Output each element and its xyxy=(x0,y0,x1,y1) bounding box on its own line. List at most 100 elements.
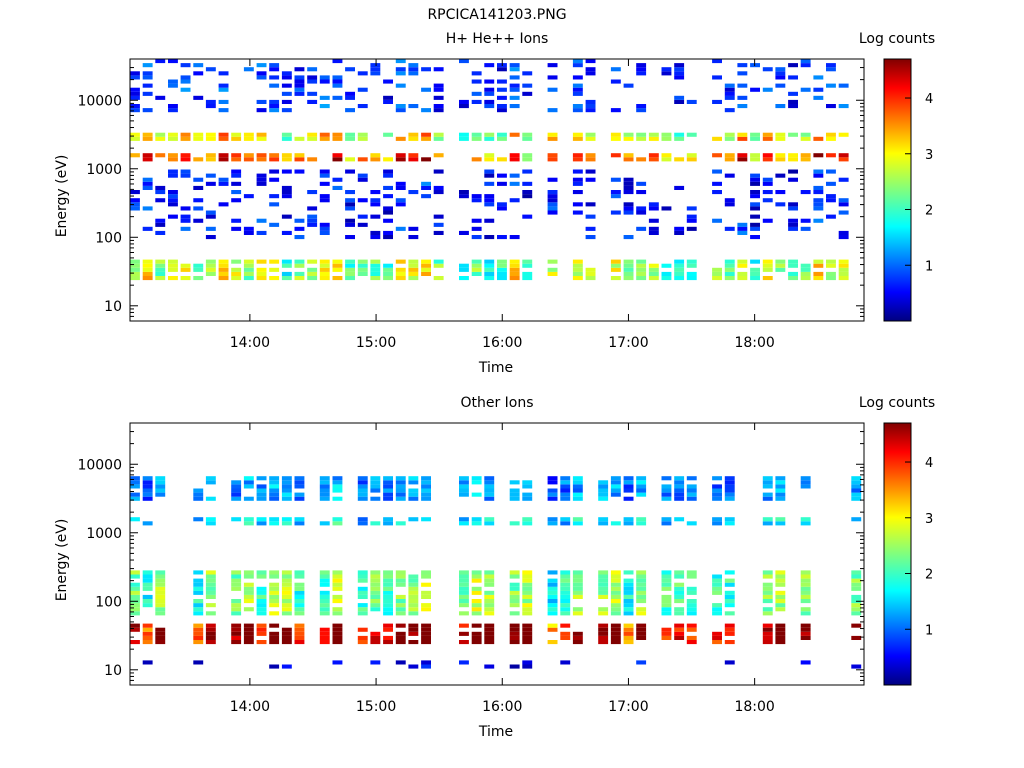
heatmap-cell xyxy=(497,267,507,272)
heatmap-cell xyxy=(610,210,621,215)
heatmap-cell xyxy=(357,517,368,522)
heatmap-cell xyxy=(231,517,242,522)
heatmap-cell xyxy=(294,635,305,640)
heatmap-cell xyxy=(155,631,166,636)
heatmap-cell xyxy=(269,153,280,158)
heatmap-cell xyxy=(497,67,507,72)
heatmap-cell xyxy=(686,276,697,281)
heatmap-cell xyxy=(623,181,634,186)
heatmap-cell xyxy=(168,214,178,219)
heatmap-cell xyxy=(737,230,748,235)
heatmap-cell xyxy=(281,664,292,669)
heatmap-cell xyxy=(750,173,760,178)
heatmap-cell xyxy=(497,271,507,276)
heatmap-cell xyxy=(395,635,406,640)
heatmap-cell xyxy=(686,484,697,489)
heatmap-cell xyxy=(256,173,267,178)
heatmap-cell xyxy=(433,259,444,264)
heatmap-cell xyxy=(357,259,368,264)
heatmap-cells xyxy=(130,476,862,669)
heatmap-cell xyxy=(775,492,786,497)
heatmap-cell xyxy=(623,153,634,158)
heatmap-cell xyxy=(661,594,672,599)
heatmap-cell xyxy=(345,202,355,207)
heatmap-cell xyxy=(205,603,216,608)
heatmap-cell xyxy=(471,570,482,575)
heatmap-cell xyxy=(319,226,330,231)
heatmap-cell xyxy=(686,603,697,608)
heatmap-cell xyxy=(623,83,634,88)
heatmap-cell xyxy=(269,492,280,497)
heatmap-cell xyxy=(484,63,495,68)
heatmap-cell xyxy=(509,153,520,158)
heatmap-cell xyxy=(585,202,596,207)
heatmap-cell xyxy=(471,91,482,96)
heatmap-cell xyxy=(674,484,685,489)
heatmap-cell xyxy=(775,202,786,207)
heatmap-cell xyxy=(383,79,393,84)
colorbar-label: Log counts xyxy=(859,395,935,411)
heatmap-cell xyxy=(205,104,216,109)
heatmap-cell xyxy=(750,206,760,211)
heatmap-cell xyxy=(623,635,634,640)
heatmap-cell xyxy=(623,521,634,526)
heatmap-cell xyxy=(383,484,393,489)
heatmap-cell xyxy=(598,611,609,616)
heatmap-cell xyxy=(281,83,292,88)
heatmap-cell xyxy=(395,607,406,612)
heatmap-cell xyxy=(826,132,836,137)
heatmap-cell xyxy=(522,599,533,604)
heatmap-cell xyxy=(623,570,634,575)
heatmap-cell xyxy=(750,235,760,240)
heatmap-cell xyxy=(193,599,204,604)
heatmap-cell xyxy=(421,194,431,199)
heatmap-cell xyxy=(471,218,482,223)
heatmap-cell xyxy=(193,631,204,636)
heatmap-cell xyxy=(332,599,343,604)
heatmap-cell xyxy=(168,276,178,281)
heatmap-cell xyxy=(813,202,824,207)
heatmap-cell xyxy=(332,136,343,141)
heatmap-cell xyxy=(319,267,330,272)
heatmap-cell xyxy=(459,132,469,137)
heatmap-cell xyxy=(256,611,267,616)
heatmap-cell xyxy=(674,488,685,493)
heatmap-cell xyxy=(231,635,242,640)
heatmap-cell xyxy=(408,267,419,272)
heatmap-cell xyxy=(636,259,647,264)
heatmap-cell xyxy=(383,271,393,276)
heatmap-cell xyxy=(408,586,419,591)
heatmap-cell xyxy=(724,83,735,88)
heatmap-cell xyxy=(408,594,419,599)
heatmap-cell xyxy=(370,635,381,640)
y-axis-label: Energy (eV) xyxy=(54,519,70,602)
heatmap-cell xyxy=(269,67,280,72)
heatmap-cell xyxy=(484,271,495,276)
heatmap-cell xyxy=(421,259,431,264)
heatmap-cell xyxy=(724,198,735,203)
heatmap-cell xyxy=(345,136,355,141)
heatmap-cell xyxy=(471,194,482,199)
heatmap-cell xyxy=(319,259,330,264)
heatmap-cell xyxy=(357,132,368,137)
heatmap-cell xyxy=(408,259,419,264)
heatmap-cell xyxy=(205,631,216,636)
heatmap-cell xyxy=(585,132,596,137)
heatmap-cell xyxy=(319,594,330,599)
heatmap-cell xyxy=(243,153,254,158)
heatmap-cell xyxy=(509,631,520,636)
heatmap-cell xyxy=(471,492,482,497)
heatmap-cell xyxy=(205,173,216,178)
heatmap-cell xyxy=(547,206,558,211)
heatmap-cell xyxy=(357,492,368,497)
heatmap-cell xyxy=(724,476,735,481)
heatmap-cell xyxy=(395,594,406,599)
heatmap-cell xyxy=(547,108,558,113)
colorbar-tick-label: 4 xyxy=(925,92,933,107)
x-axis-label: Time xyxy=(478,360,513,376)
heatmap-cell xyxy=(712,492,722,497)
heatmap-cell xyxy=(193,157,204,162)
heatmap-cell xyxy=(522,276,533,281)
heatmap-cell xyxy=(674,95,685,100)
heatmap-cell xyxy=(459,594,469,599)
